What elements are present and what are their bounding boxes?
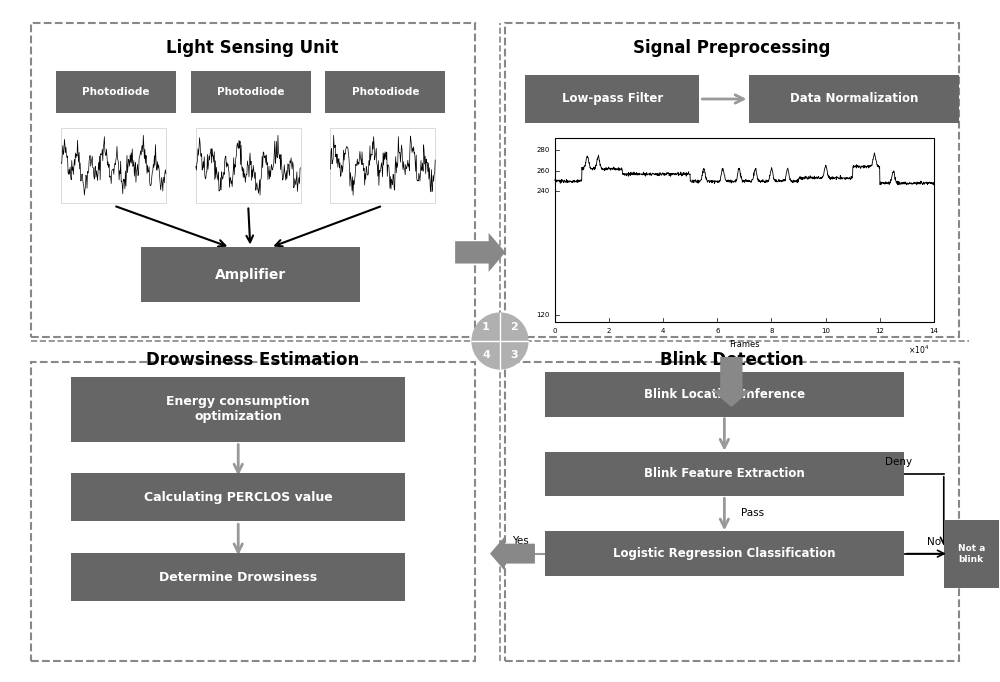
Polygon shape (712, 357, 751, 407)
Text: Photodiode: Photodiode (217, 87, 284, 97)
Text: 260: 260 (536, 168, 550, 174)
Text: Signal Preprocessing: Signal Preprocessing (633, 39, 830, 57)
Text: Frames: Frames (729, 340, 760, 349)
FancyBboxPatch shape (71, 553, 405, 601)
Text: 3: 3 (510, 350, 518, 360)
Text: Not a
blink: Not a blink (958, 544, 985, 564)
Text: 6: 6 (715, 328, 720, 334)
Text: Data Normalization: Data Normalization (790, 93, 918, 106)
Circle shape (472, 313, 528, 369)
Text: 10: 10 (821, 328, 830, 334)
Text: Low-pass Filter: Low-pass Filter (562, 93, 663, 106)
Text: Pass: Pass (741, 508, 764, 518)
Text: Photodiode: Photodiode (352, 87, 419, 97)
FancyBboxPatch shape (141, 248, 360, 302)
Text: No: No (927, 537, 941, 547)
FancyBboxPatch shape (545, 372, 904, 417)
Text: Drowsiness Estimation: Drowsiness Estimation (146, 351, 359, 369)
Text: 12: 12 (875, 328, 884, 334)
FancyBboxPatch shape (71, 473, 405, 521)
Text: 0: 0 (553, 328, 557, 334)
Text: $\times 10^4$: $\times 10^4$ (908, 344, 929, 357)
Text: 1: 1 (482, 322, 490, 332)
Text: Amplifier: Amplifier (215, 268, 286, 282)
FancyBboxPatch shape (525, 75, 699, 123)
Text: 2: 2 (607, 328, 611, 334)
Text: Deny: Deny (885, 457, 912, 467)
FancyBboxPatch shape (330, 128, 435, 203)
Text: 8: 8 (769, 328, 774, 334)
Text: Photodiode: Photodiode (82, 87, 150, 97)
FancyBboxPatch shape (191, 71, 311, 113)
FancyBboxPatch shape (196, 128, 301, 203)
FancyBboxPatch shape (749, 75, 959, 123)
Text: 4: 4 (661, 328, 665, 334)
Polygon shape (490, 536, 535, 571)
Text: Yes: Yes (512, 535, 528, 546)
FancyBboxPatch shape (555, 138, 934, 322)
Text: Calculating PERCLOS value: Calculating PERCLOS value (144, 491, 333, 504)
Text: Determine Drowsiness: Determine Drowsiness (159, 571, 317, 584)
Text: Blink Detection: Blink Detection (660, 351, 803, 369)
FancyBboxPatch shape (545, 451, 904, 496)
FancyBboxPatch shape (56, 71, 176, 113)
FancyBboxPatch shape (61, 128, 166, 203)
FancyBboxPatch shape (545, 531, 904, 576)
Text: Light Sensing Unit: Light Sensing Unit (166, 39, 339, 57)
Text: 14: 14 (929, 328, 938, 334)
FancyBboxPatch shape (71, 377, 405, 441)
Text: 240: 240 (537, 188, 550, 194)
FancyBboxPatch shape (944, 520, 999, 588)
Text: Logistic Regression Classification: Logistic Regression Classification (613, 547, 836, 560)
Text: 120: 120 (536, 312, 550, 318)
Text: Blink Feature Extraction: Blink Feature Extraction (644, 467, 805, 480)
Text: 2: 2 (510, 322, 518, 332)
Text: 280: 280 (536, 147, 550, 153)
Polygon shape (455, 233, 505, 272)
Text: Energy consumption
optimization: Energy consumption optimization (166, 396, 310, 424)
Text: 4: 4 (482, 350, 490, 360)
Text: Blink Location Inference: Blink Location Inference (644, 388, 805, 401)
FancyBboxPatch shape (325, 71, 445, 113)
